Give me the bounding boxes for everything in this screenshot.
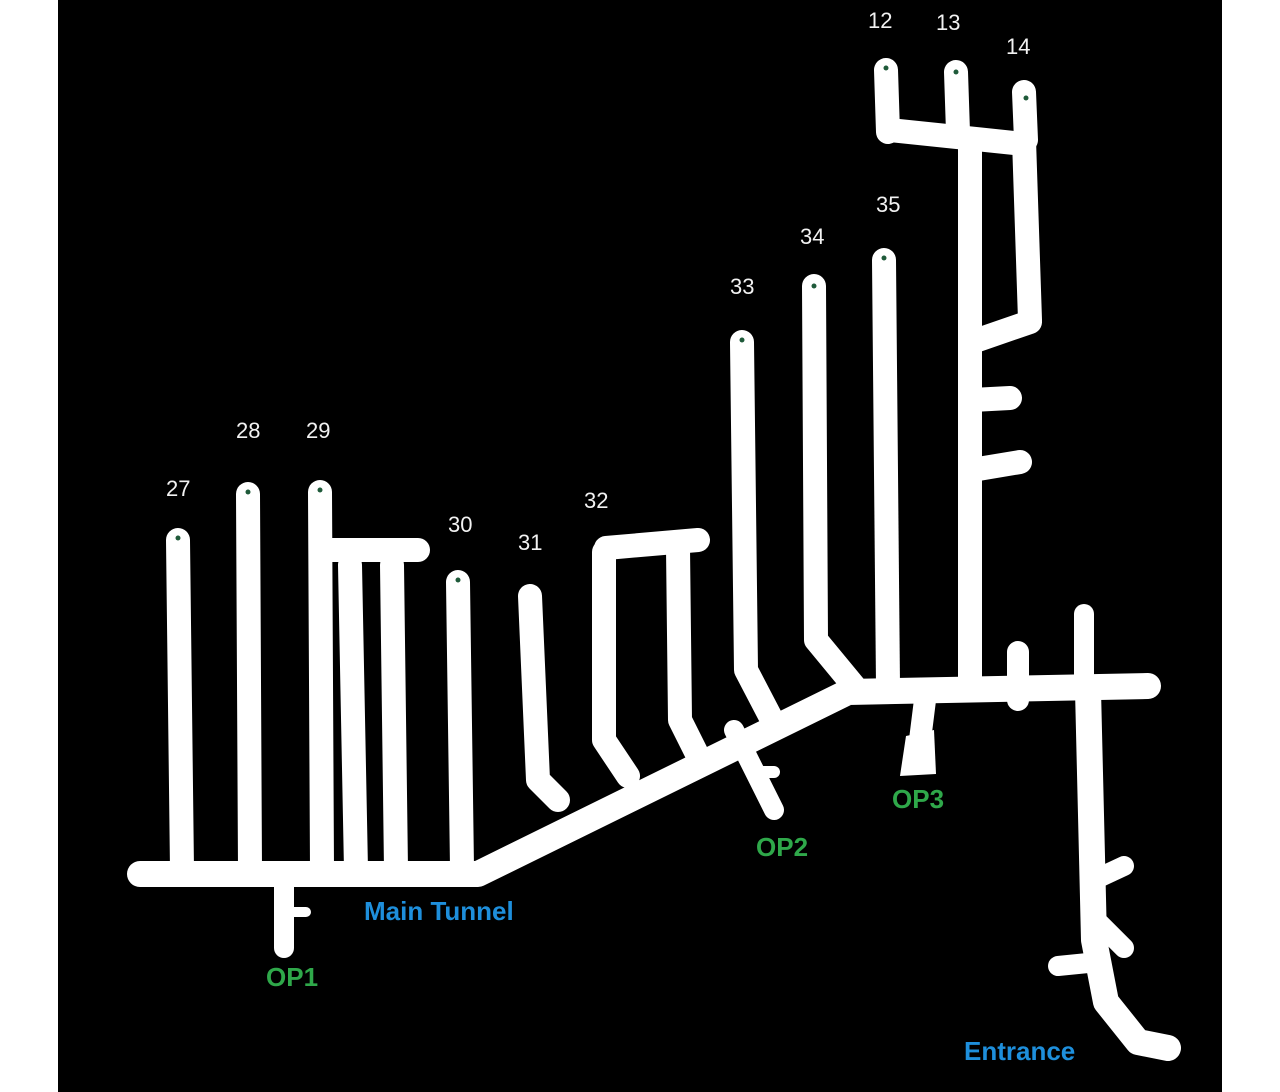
tunnel-31	[518, 584, 570, 812]
endpoint-29-dot	[317, 487, 323, 493]
main-tunnel	[127, 673, 1161, 887]
tunnel-network	[127, 58, 1181, 1061]
endpoint-33-dot	[739, 337, 745, 343]
op3-label: OP3	[892, 784, 944, 814]
tunnel-32-label: 32	[584, 488, 608, 513]
main-tunnel-label: Main Tunnel	[364, 896, 514, 926]
east-crosscut-c	[960, 450, 1032, 482]
tunnel-27-label: 27	[166, 476, 190, 501]
east-crosscut-a	[960, 310, 1042, 354]
endpoint-14-dot	[1023, 95, 1029, 101]
entrance-label: Entrance	[964, 1036, 1075, 1066]
tunnel-33-label: 33	[730, 274, 754, 299]
tunnel-28	[236, 482, 262, 882]
tunnel-14-label: 14	[1006, 34, 1030, 59]
endpoint-27-dot	[175, 535, 181, 541]
tunnel-12-13-crosscut	[878, 118, 1036, 156]
op3-tunnel	[909, 681, 937, 751]
tunnel-32-spur	[666, 536, 708, 764]
entrance-spur-c	[1048, 952, 1108, 976]
tunnel-35	[872, 248, 900, 698]
tunnel-29-spur-a	[338, 553, 368, 882]
endpoint-35-dot	[881, 255, 887, 261]
tunnel-30	[446, 570, 474, 880]
endpoint-28-dot	[245, 489, 251, 495]
tunnel-29-spur-b	[380, 553, 408, 882]
tunnel-30-label: 30	[448, 512, 472, 537]
endpoint-34-dot	[811, 283, 817, 289]
entrance-spur-a	[1084, 856, 1134, 890]
tunnel-13-label: 13	[936, 10, 960, 35]
tunnel-14-descent	[1012, 128, 1042, 332]
east-crosscut-b	[960, 386, 1022, 412]
tunnel-12-label: 12	[868, 8, 892, 33]
tunnel-13	[944, 60, 970, 144]
tunnel-28-label: 28	[236, 418, 260, 443]
op3-chamber	[900, 730, 936, 776]
tunnel-endpoints	[175, 65, 1029, 583]
tunnel-32	[592, 540, 640, 788]
tunnel-31-label: 31	[518, 530, 542, 555]
map-labels: 12 13 14 35 34 33 28 29 27 32 30 31 OP1 …	[166, 8, 1075, 1066]
endpoint-30-dot	[455, 577, 461, 583]
endpoint-13-dot	[953, 69, 959, 75]
op1-label: OP1	[266, 962, 318, 992]
tunnel-34-label: 34	[800, 224, 824, 249]
tunnel-33	[730, 330, 782, 728]
tunnel-map: 12 13 14 35 34 33 28 29 27 32 30 31 OP1 …	[58, 0, 1222, 1092]
tunnel-map-svg: 12 13 14 35 34 33 28 29 27 32 30 31 OP1 …	[127, 8, 1181, 1066]
tunnel-27	[166, 528, 194, 882]
endpoint-12-dot	[883, 65, 889, 71]
entrance-spur-b	[1086, 910, 1134, 958]
tunnel-35-label: 35	[876, 192, 900, 217]
entrance-tunnel	[1075, 677, 1181, 1061]
tunnel-29-label: 29	[306, 418, 330, 443]
op2-label: OP2	[756, 832, 808, 862]
tunnel-34	[802, 274, 866, 698]
